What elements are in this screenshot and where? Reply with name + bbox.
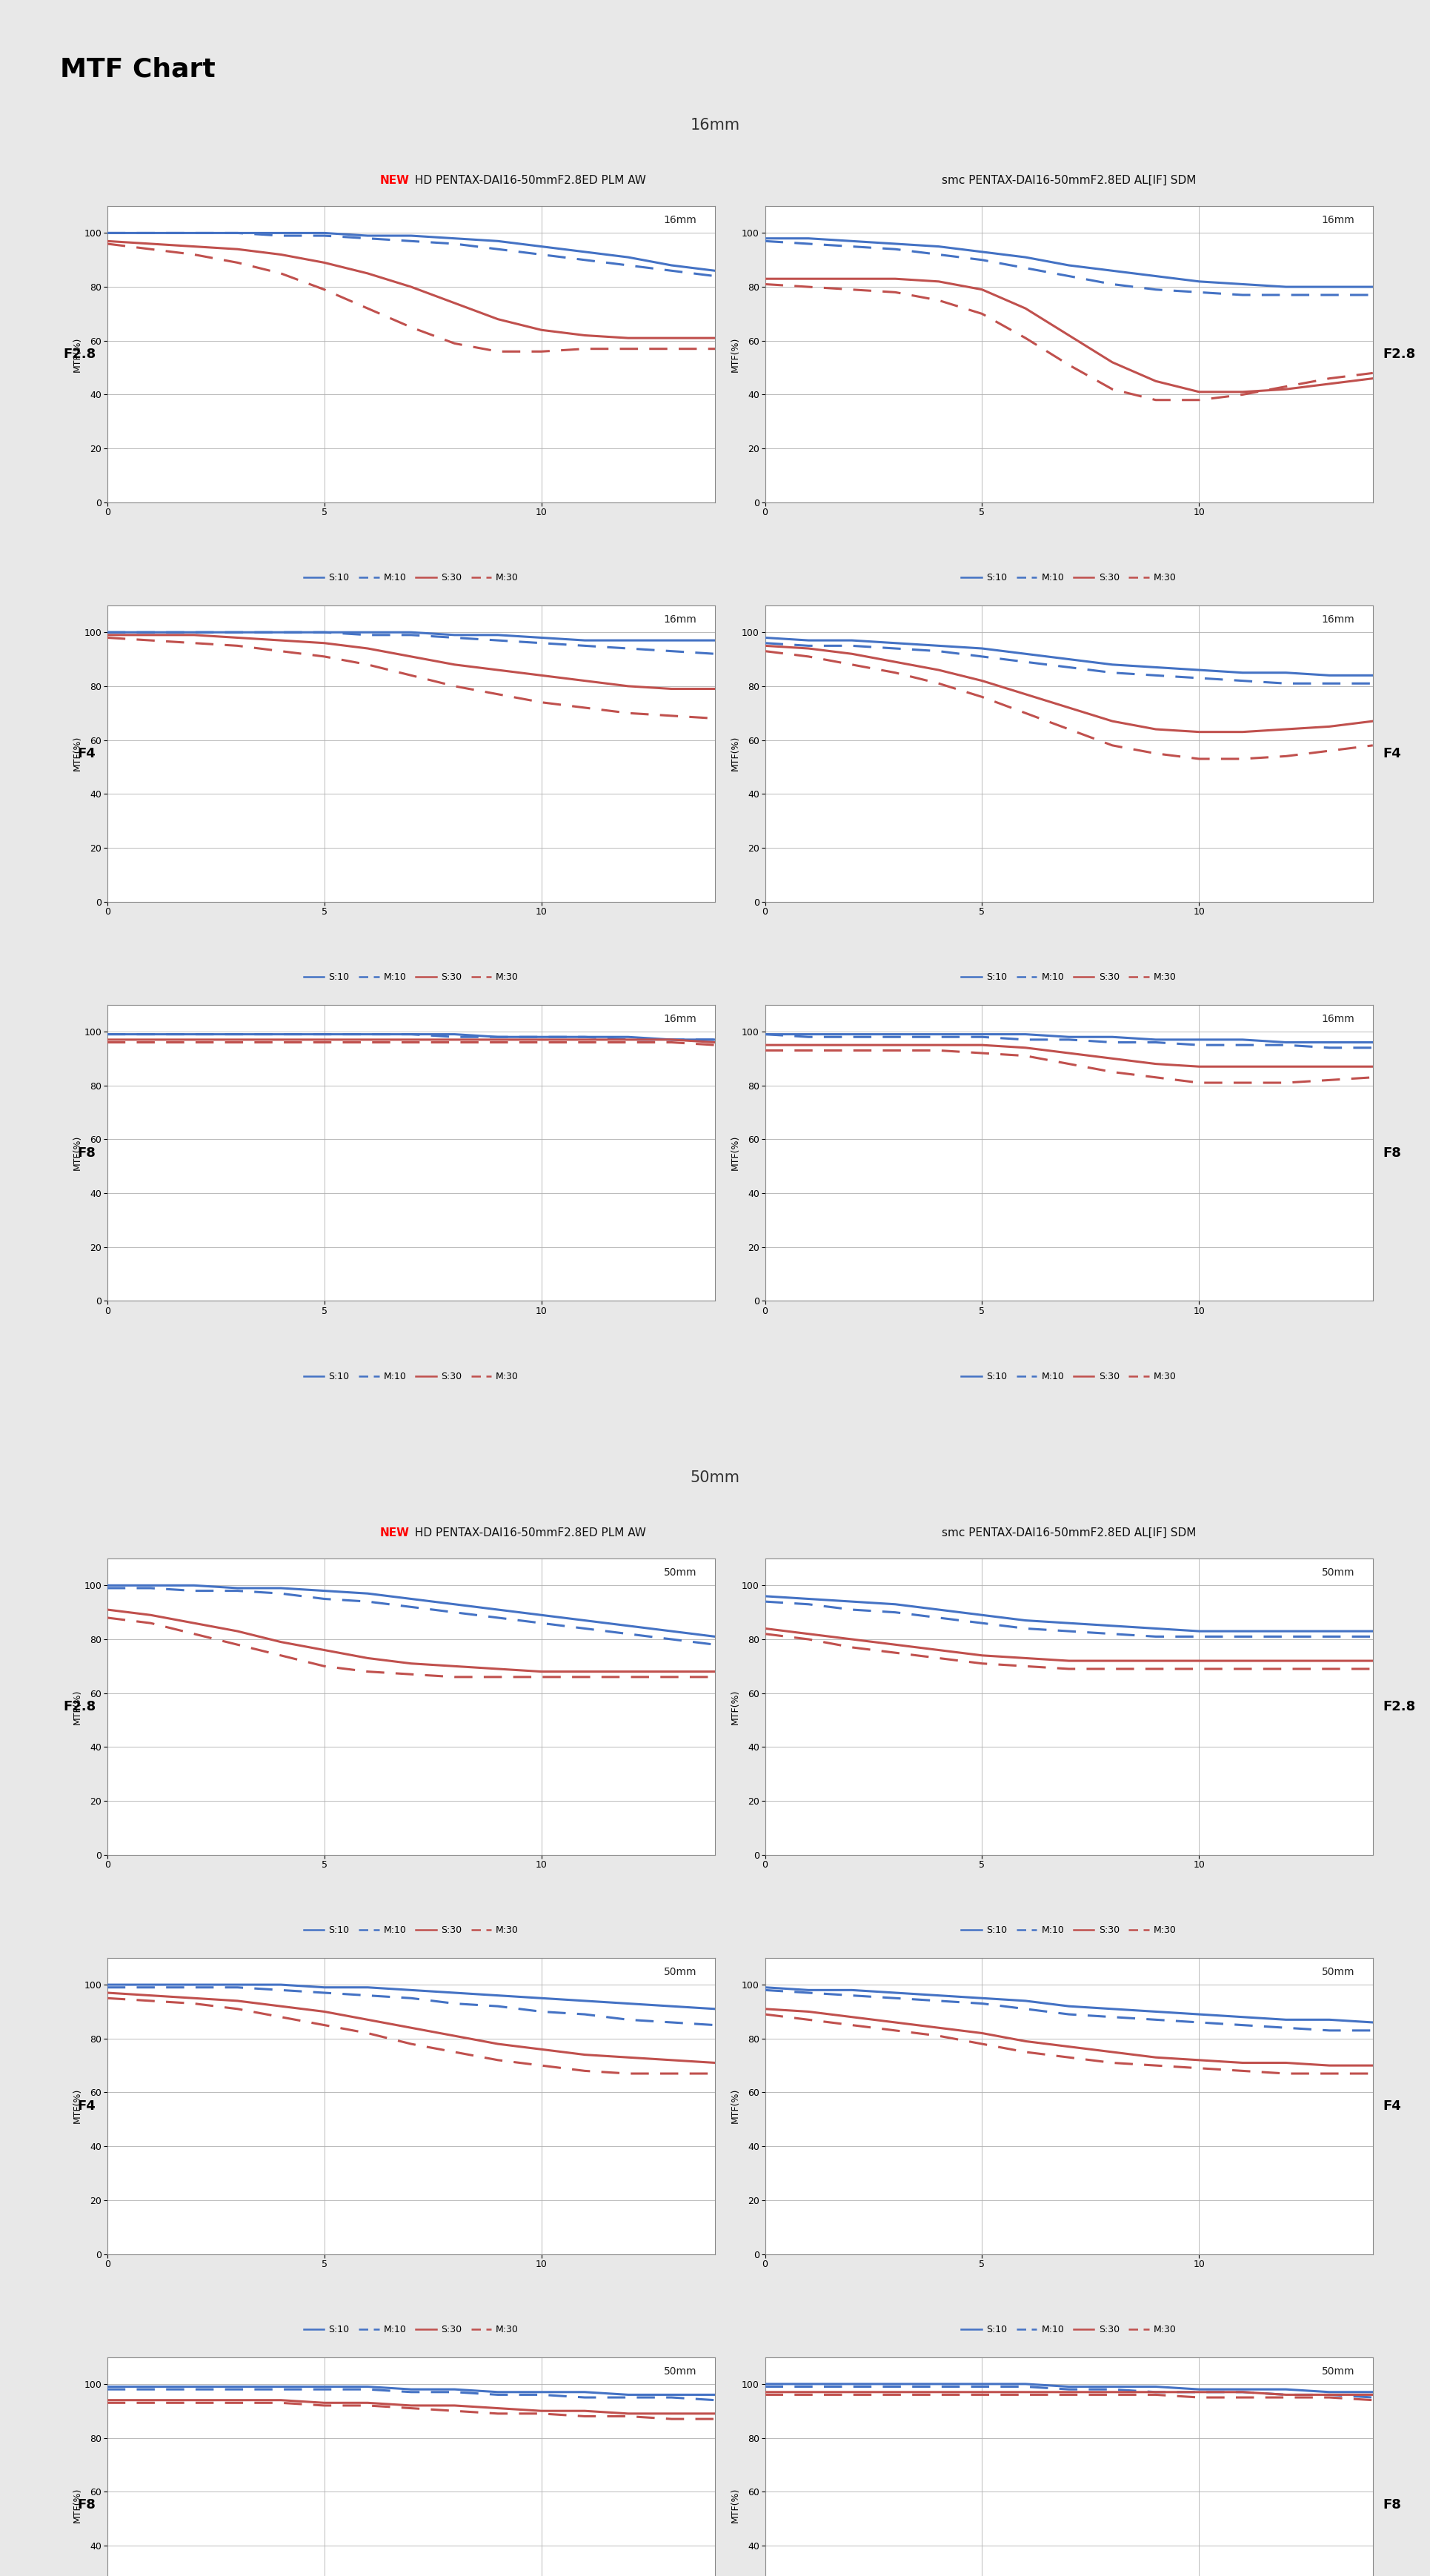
Text: 50mm: 50mm — [1321, 1566, 1354, 1577]
Text: 50mm: 50mm — [1321, 2365, 1354, 2375]
Text: F2.8: F2.8 — [1383, 348, 1416, 361]
Y-axis label: MTF(%): MTF(%) — [729, 737, 739, 770]
Y-axis label: MTF(%): MTF(%) — [72, 737, 82, 770]
Legend: S:10, M:10, S:30, M:30: S:10, M:10, S:30, M:30 — [958, 569, 1180, 587]
Text: 16mm: 16mm — [664, 1012, 696, 1023]
Legend: S:10, M:10, S:30, M:30: S:10, M:10, S:30, M:30 — [300, 569, 522, 587]
Text: 16mm: 16mm — [1321, 613, 1354, 623]
Y-axis label: MTF(%): MTF(%) — [729, 2488, 739, 2522]
Text: F4: F4 — [1383, 2099, 1401, 2112]
Text: NEW: NEW — [380, 1528, 409, 1538]
Text: 16mm: 16mm — [1321, 1012, 1354, 1023]
Text: F8: F8 — [1383, 1146, 1401, 1159]
Legend: S:10, M:10, S:30, M:30: S:10, M:10, S:30, M:30 — [958, 969, 1180, 987]
Text: F2.8: F2.8 — [1383, 1700, 1416, 1713]
Text: NEW: NEW — [380, 175, 409, 185]
Legend: S:10, M:10, S:30, M:30: S:10, M:10, S:30, M:30 — [300, 969, 522, 987]
Legend: S:10, M:10, S:30, M:30: S:10, M:10, S:30, M:30 — [300, 1368, 522, 1386]
Legend: S:10, M:10, S:30, M:30: S:10, M:10, S:30, M:30 — [958, 1922, 1180, 1940]
Y-axis label: MTF(%): MTF(%) — [729, 1690, 739, 1723]
Y-axis label: MTF(%): MTF(%) — [729, 1136, 739, 1170]
Y-axis label: MTF(%): MTF(%) — [72, 2488, 82, 2522]
Text: HD PENTAX-DAⅠ16-50mmF2.8ED PLM AW: HD PENTAX-DAⅠ16-50mmF2.8ED PLM AW — [412, 1528, 646, 1538]
Legend: S:10, M:10, S:30, M:30: S:10, M:10, S:30, M:30 — [300, 1922, 522, 1940]
Text: F4: F4 — [77, 2099, 96, 2112]
Text: F4: F4 — [77, 747, 96, 760]
Y-axis label: MTF(%): MTF(%) — [72, 2089, 82, 2123]
Legend: S:10, M:10, S:30, M:30: S:10, M:10, S:30, M:30 — [958, 2321, 1180, 2339]
Y-axis label: MTF(%): MTF(%) — [72, 1690, 82, 1723]
Text: 50mm: 50mm — [691, 1471, 739, 1486]
Text: F8: F8 — [77, 1146, 96, 1159]
Y-axis label: MTF(%): MTF(%) — [729, 337, 739, 371]
Text: HD PENTAX-DAⅠ16-50mmF2.8ED PLM AW: HD PENTAX-DAⅠ16-50mmF2.8ED PLM AW — [412, 175, 646, 185]
Y-axis label: MTF(%): MTF(%) — [72, 337, 82, 371]
Text: 50mm: 50mm — [664, 1566, 696, 1577]
Text: 16mm: 16mm — [664, 214, 696, 224]
Text: 50mm: 50mm — [1321, 1965, 1354, 1976]
Legend: S:10, M:10, S:30, M:30: S:10, M:10, S:30, M:30 — [958, 1368, 1180, 1386]
Text: 50mm: 50mm — [664, 2365, 696, 2375]
Text: smc PENTAX-DAⅠ16-50mmF2.8ED AL[IF] SDM: smc PENTAX-DAⅠ16-50mmF2.8ED AL[IF] SDM — [942, 175, 1195, 185]
Text: 16mm: 16mm — [664, 613, 696, 623]
Y-axis label: MTF(%): MTF(%) — [729, 2089, 739, 2123]
Text: F8: F8 — [1383, 2499, 1401, 2512]
Text: 16mm: 16mm — [1321, 214, 1354, 224]
Text: 16mm: 16mm — [691, 118, 739, 134]
Y-axis label: MTF(%): MTF(%) — [72, 1136, 82, 1170]
Text: F8: F8 — [77, 2499, 96, 2512]
Legend: S:10, M:10, S:30, M:30: S:10, M:10, S:30, M:30 — [300, 2321, 522, 2339]
Text: MTF Chart: MTF Chart — [60, 57, 216, 82]
Text: F2.8: F2.8 — [63, 348, 96, 361]
Text: F2.8: F2.8 — [63, 1700, 96, 1713]
Text: 50mm: 50mm — [664, 1965, 696, 1976]
Text: smc PENTAX-DAⅠ16-50mmF2.8ED AL[IF] SDM: smc PENTAX-DAⅠ16-50mmF2.8ED AL[IF] SDM — [942, 1528, 1195, 1538]
Text: F4: F4 — [1383, 747, 1401, 760]
